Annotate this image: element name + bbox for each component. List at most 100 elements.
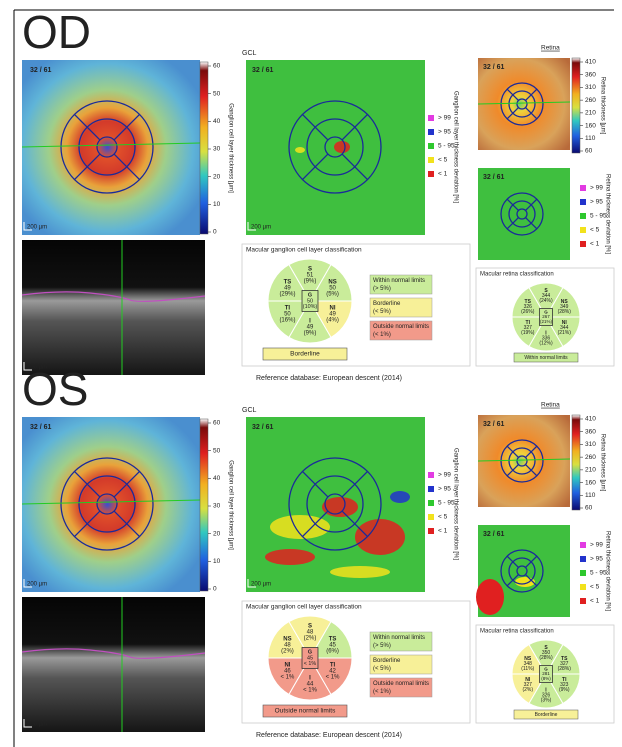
colorbar bbox=[572, 415, 580, 510]
legend-swatch bbox=[580, 542, 586, 548]
sector-pct: (29%) bbox=[279, 292, 295, 298]
class-legend-label: Borderline bbox=[373, 301, 401, 307]
colorbar-tick-label: 60 bbox=[213, 420, 221, 427]
sector-pct: (16%) bbox=[279, 318, 295, 324]
retina-deviation-map bbox=[478, 168, 570, 260]
scan-label: 32 / 61 bbox=[252, 67, 274, 74]
eye-label: OS bbox=[22, 363, 88, 415]
colorbar-tick-label: 360 bbox=[585, 71, 596, 78]
panel-title: Retina bbox=[541, 45, 560, 52]
deviation-blob bbox=[330, 566, 390, 578]
legend-swatch bbox=[428, 486, 434, 492]
sector-pct: < 1% bbox=[281, 675, 296, 681]
sector-pct: (28%) bbox=[558, 666, 572, 672]
colorbar-tick-label: 20 bbox=[213, 173, 221, 180]
colorbar-tick-label: 0 bbox=[213, 229, 217, 236]
scale-bar-label: 200 µm bbox=[251, 225, 271, 231]
fundus-thickness-map bbox=[22, 417, 200, 592]
colorbar-tick-label: 10 bbox=[213, 201, 221, 208]
sector-pct: (26%) bbox=[521, 309, 535, 315]
colorbar-tick-label: 10 bbox=[213, 558, 221, 565]
class-legend-label: Borderline bbox=[373, 658, 401, 664]
legend-label: < 5 bbox=[590, 584, 600, 591]
scan-label: 32 / 61 bbox=[252, 424, 274, 431]
legend-label: > 99 bbox=[590, 185, 603, 192]
colorbar-tick-label: 20 bbox=[213, 530, 221, 537]
class-legend-range: (> 5%) bbox=[373, 286, 391, 292]
sector-pct: (5%) bbox=[326, 292, 339, 298]
legend-swatch bbox=[428, 115, 434, 121]
sector-pct: (21%) bbox=[558, 330, 572, 336]
sector-pct: < 1% bbox=[326, 675, 341, 681]
legend-swatch bbox=[428, 500, 434, 506]
sector-pct: (3%) bbox=[541, 697, 552, 703]
result-label: Outside normal limits bbox=[275, 708, 336, 715]
class-legend-range: (< 1%) bbox=[373, 689, 391, 695]
class-legend-range: (< 5%) bbox=[373, 666, 391, 672]
legend-swatch bbox=[580, 241, 586, 247]
b-scan bbox=[22, 597, 205, 732]
colorbar-title: Ganglion cell layer thickness [µm] bbox=[227, 103, 233, 193]
colorbar-tick-label: 60 bbox=[585, 148, 593, 155]
colorbar bbox=[200, 419, 208, 591]
panel-title: Retina bbox=[541, 402, 560, 409]
legend-label: > 95 bbox=[590, 556, 603, 563]
colorbar-tick-label: 30 bbox=[213, 146, 221, 153]
deviation-blob bbox=[265, 549, 315, 565]
result-label: Borderline bbox=[535, 712, 558, 718]
sector-pct: (9%) bbox=[304, 279, 317, 285]
sector-pct: (2%) bbox=[281, 649, 294, 655]
colorbar-title: Retina thickness deviation [%] bbox=[604, 174, 610, 254]
legend-swatch bbox=[580, 584, 586, 590]
colorbar-tick-label: 50 bbox=[213, 447, 221, 454]
class-legend-label: Within normal limits bbox=[373, 635, 425, 641]
colorbar-tick-label: 210 bbox=[585, 110, 596, 117]
legend-swatch bbox=[428, 528, 434, 534]
colorbar-title: Retina thickness [µm] bbox=[599, 77, 605, 135]
deviation-blob bbox=[295, 147, 305, 153]
legend-label: < 5 bbox=[438, 157, 448, 164]
colorbar-tick-label: 110 bbox=[585, 492, 596, 499]
colorbar-title: Retina thickness [µm] bbox=[599, 434, 605, 492]
scale-bar-label: 200 µm bbox=[27, 225, 47, 231]
sector-pct: < 1% bbox=[303, 688, 318, 694]
reference: Reference database: European descent (20… bbox=[256, 732, 402, 739]
panel-title: GCL bbox=[242, 407, 257, 414]
colorbar-tick-label: 30 bbox=[213, 503, 221, 510]
colorbar-tick-label: 160 bbox=[585, 122, 596, 129]
legend-label: > 95 bbox=[438, 486, 451, 493]
legend-label: < 5 bbox=[590, 227, 600, 234]
legend-swatch bbox=[428, 129, 434, 135]
classification-title: Macular ganglion cell layer classificati… bbox=[246, 247, 362, 254]
colorbar-tick-label: 160 bbox=[585, 479, 596, 486]
class-legend-range: (< 1%) bbox=[373, 332, 391, 338]
deviation-blob bbox=[334, 141, 350, 153]
legend-swatch bbox=[580, 556, 586, 562]
fundus-thickness-map bbox=[22, 60, 200, 235]
scan-label: 32 / 61 bbox=[483, 64, 505, 71]
scale-bar-label: 200 µm bbox=[251, 582, 271, 588]
sector-pct: (24%) bbox=[539, 298, 553, 304]
colorbar-tick-label: 50 bbox=[213, 90, 221, 97]
legend-swatch bbox=[428, 157, 434, 163]
colorbar-title: Retina thickness deviation [%] bbox=[604, 531, 610, 611]
class-legend-label: Outside normal limits bbox=[373, 681, 429, 687]
colorbar-tick-label: 40 bbox=[213, 475, 221, 482]
sector-pct: (6%) bbox=[326, 649, 339, 655]
legend-swatch bbox=[580, 598, 586, 604]
legend-label: < 1 bbox=[438, 171, 448, 178]
b-scan bbox=[22, 240, 205, 375]
colorbar-tick-label: 410 bbox=[585, 416, 596, 423]
colorbar-tick-label: 0 bbox=[213, 586, 217, 593]
colorbar-tick-label: 210 bbox=[585, 467, 596, 474]
colorbar-tick-label: 260 bbox=[585, 454, 596, 461]
deviation-blob bbox=[322, 497, 358, 517]
sector-pct: (2%) bbox=[522, 687, 533, 693]
legend-label: > 99 bbox=[438, 115, 451, 122]
deviation-blob bbox=[355, 519, 405, 555]
result-label: Within normal limits bbox=[524, 355, 568, 361]
colorbar-tick-label: 110 bbox=[585, 135, 596, 142]
legend-label: < 5 bbox=[438, 514, 448, 521]
class-legend-label: Outside normal limits bbox=[373, 324, 429, 330]
colorbar-tick-label: 360 bbox=[585, 428, 596, 435]
